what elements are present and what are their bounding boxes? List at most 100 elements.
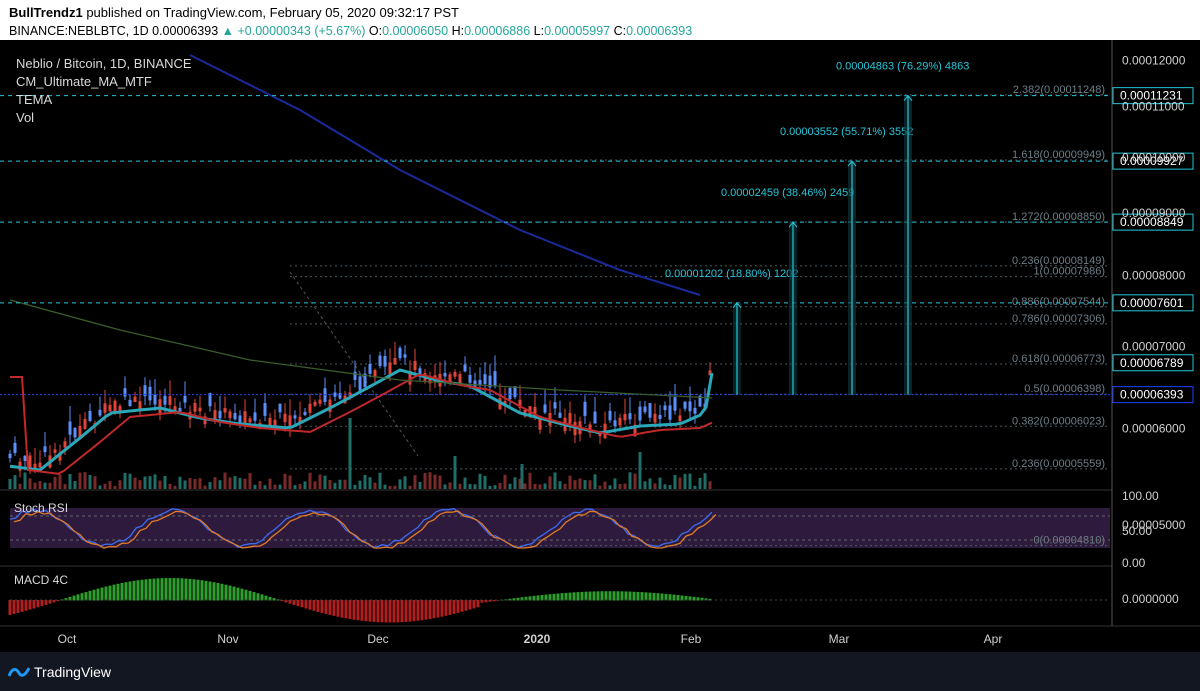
macd-bar <box>148 578 152 601</box>
macd-bar <box>24 600 28 611</box>
sma-200-line <box>9 299 713 399</box>
volume-bar <box>483 475 487 489</box>
candle-body <box>663 405 667 411</box>
macd-bar <box>580 591 584 601</box>
candle-body <box>348 392 352 396</box>
macd-bar <box>80 593 84 601</box>
candle-body <box>218 410 222 419</box>
macd-bar <box>652 592 656 601</box>
volume-bar <box>213 477 217 489</box>
volume-bar <box>78 472 82 489</box>
macd-bar <box>632 591 636 601</box>
macd-bar <box>192 579 196 601</box>
candle-body <box>228 411 232 419</box>
candle-body <box>328 399 332 412</box>
volume-bar <box>698 477 702 489</box>
volume-bar <box>708 481 712 489</box>
ohlc-line: BINANCE:NEBLBTC, 1D 0.00006393 ▲ +0.0000… <box>9 24 692 38</box>
macd-bar <box>248 590 252 601</box>
candle-body <box>163 395 167 405</box>
candle-body <box>288 415 292 429</box>
macd-bar <box>456 600 460 613</box>
macd-bar <box>320 600 324 613</box>
volume-bar <box>578 478 582 489</box>
volume-bar <box>493 485 497 489</box>
macd-bar <box>96 588 100 601</box>
volume-bar <box>413 475 417 489</box>
candle-body <box>278 403 282 413</box>
candle-body <box>118 405 122 414</box>
price-tick-label: 0.00005000 <box>1122 518 1186 532</box>
volume-bar <box>123 472 127 489</box>
volume-bar <box>53 476 57 489</box>
macd-bar <box>304 600 308 609</box>
macd-bar <box>104 586 108 601</box>
macd-bar <box>316 600 320 612</box>
volume-bar <box>393 485 397 489</box>
candle-body <box>298 416 302 424</box>
candle-body <box>413 360 417 371</box>
candle-body <box>138 401 142 411</box>
volume-bar <box>558 481 562 489</box>
candle-body <box>473 380 477 387</box>
volume-bar <box>73 480 77 489</box>
legend-indicator[interactable]: Vol <box>16 110 34 125</box>
volume-bar <box>68 473 72 489</box>
candle-body <box>88 411 92 422</box>
volume-bar <box>408 485 412 489</box>
volume-bar <box>683 473 687 489</box>
candle-body <box>488 375 492 388</box>
volume-bar <box>638 452 642 489</box>
macd-bar <box>468 600 472 610</box>
volume-bar <box>23 472 27 489</box>
candle-body <box>73 427 77 438</box>
volume-bar <box>263 485 267 489</box>
candle-body <box>283 413 287 423</box>
volume-bar <box>433 474 437 489</box>
macd-bar <box>692 596 696 601</box>
legend-indicator[interactable]: CM_Ultimate_MA_MTF <box>16 74 152 89</box>
macd-bar <box>344 600 348 619</box>
volume-bar <box>228 477 232 489</box>
brand-name[interactable]: TradingView <box>34 664 112 680</box>
macd-bar <box>8 600 12 615</box>
volume-bar <box>203 485 207 489</box>
macd-bar <box>336 600 340 617</box>
candle-body <box>668 405 672 420</box>
candle-body <box>443 372 447 377</box>
volume-bar <box>588 480 592 489</box>
author-name[interactable]: BullTrendz1 <box>9 5 83 20</box>
candle-body <box>568 412 572 424</box>
volume-bar <box>518 478 522 489</box>
open-value: 0.00006050 <box>382 24 449 38</box>
tradingview-logo-icon[interactable] <box>8 664 30 680</box>
stoch-rsi-title[interactable]: Stoch RSI <box>14 501 68 515</box>
volume-bar <box>153 474 157 489</box>
volume-bar <box>653 483 657 489</box>
volume-bar <box>533 483 537 489</box>
candle-body <box>223 407 227 413</box>
price-chart[interactable]: 0(0.00004810) 0.236(0.00005559) 0.382(0.00… <box>0 40 1200 652</box>
volume-bar <box>28 478 32 489</box>
macd-bar <box>40 600 44 607</box>
price-tick-label: 0.00008000 <box>1122 269 1186 283</box>
macd-bar <box>480 600 484 603</box>
candle-body <box>243 411 247 425</box>
macd-bar <box>380 600 384 623</box>
macd-bar <box>236 587 240 601</box>
macd-bar <box>348 600 352 620</box>
volume-bar <box>18 483 22 489</box>
candle-body <box>268 417 272 427</box>
macd-bar <box>208 581 212 601</box>
symbol-label: BINANCE:NEBLBTC, 1D <box>9 24 149 38</box>
price-badge <box>1112 152 1194 170</box>
volume-bar <box>93 476 97 489</box>
volume-bar <box>358 480 362 489</box>
legend-title[interactable]: Neblio / Bitcoin, 1D, BINANCE <box>16 56 192 71</box>
candle-body <box>208 393 212 407</box>
legend-indicator[interactable]: TEMA <box>16 92 52 107</box>
time-tick-label: Dec <box>367 632 388 646</box>
macd-bar <box>640 592 644 601</box>
macd-title[interactable]: MACD 4C <box>14 573 68 587</box>
volume-bar <box>138 480 142 489</box>
